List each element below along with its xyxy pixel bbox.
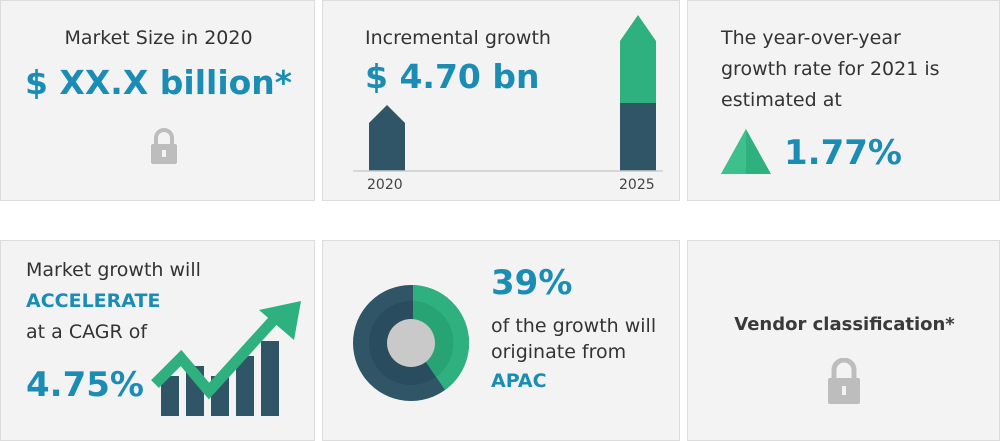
cagr-value: 4.75% [26,365,144,405]
bar-2020 [369,105,405,171]
cagr-emphasis: ACCELERATE [26,290,161,312]
triangle-up-icon [721,129,771,174]
lock-icon [828,358,860,404]
region-line1: of the growth will [491,315,657,337]
year-end-label: 2025 [619,177,655,193]
year-start-label: 2020 [367,177,403,193]
region-line2: originate from [491,341,627,363]
incremental-growth-card: Incremental growth $ 4.70 bn 2020 2025 [322,0,680,201]
growth-bars [353,15,663,172]
vendor-card: Vendor classification* [687,240,1000,441]
lock-icon [151,128,177,164]
market-size-value: $ XX.X billion* [24,63,293,102]
yoy-line3: estimated at [721,89,842,111]
yoy-value: 1.77% [784,133,902,173]
region-share-value: 39% [491,263,573,303]
yoy-line2: growth rate for 2021 is [721,58,940,80]
donut-chart-icon [353,285,470,401]
region-card: 39% of the growth will originate from AP… [322,240,680,441]
incremental-label: Incremental growth [365,27,551,49]
region-name: APAC [491,370,547,392]
incremental-value: $ 4.70 bn [365,57,540,96]
growth-arrow-chart-icon [151,301,301,416]
cagr-card: Market growth will ACCELERATE at a CAGR … [0,240,315,441]
bar-2025-base [620,103,656,171]
yoy-line1: The year-over-year [721,27,901,49]
bar-2025-increment [620,15,656,103]
market-size-label: Market Size in 2020 [64,27,253,49]
cagr-line1: Market growth will [26,259,201,281]
vendor-label: Vendor classification* [734,314,955,335]
cagr-line3: at a CAGR of [26,321,148,343]
yoy-card: The year-over-year growth rate for 2021 … [687,0,1000,201]
market-size-card: Market Size in 2020 $ XX.X billion* [0,0,315,201]
